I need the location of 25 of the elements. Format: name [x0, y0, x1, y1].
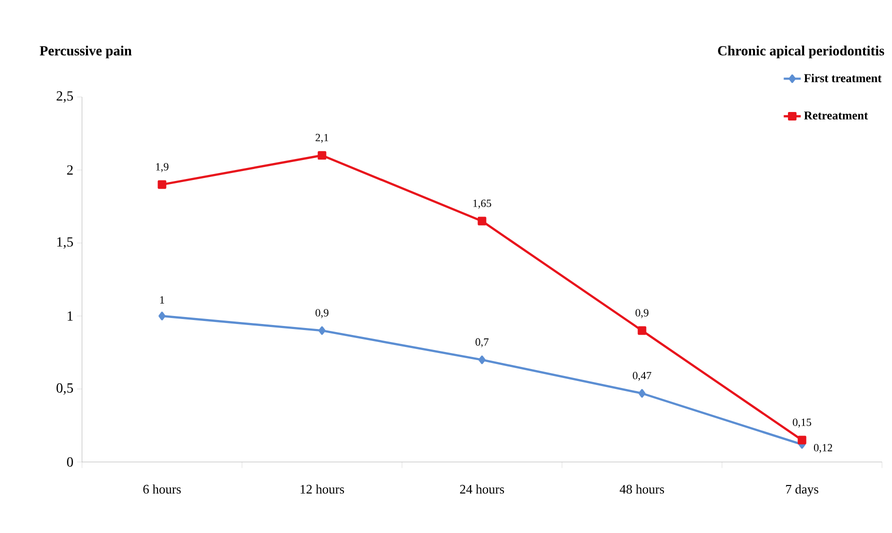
y-tick-label: 1,5 — [57, 237, 73, 249]
y-tick-label: 0 — [67, 457, 73, 467]
data-label: 0,15 — [792, 418, 812, 428]
data-label: 1,65 — [473, 200, 492, 209]
data-label: 0,9 — [316, 309, 328, 318]
data-label: 1 — [160, 296, 164, 304]
data-label: 0,7 — [476, 338, 489, 348]
data-label: 0,12 — [814, 444, 832, 453]
chart-subtitle: Chronic apical periodontitis — [718, 46, 884, 58]
legend-label: First treatment — [804, 74, 882, 82]
data-label: 1,9 — [156, 163, 168, 172]
y-tick-label: 2 — [67, 165, 73, 175]
data-label: 0,47 — [632, 372, 652, 381]
x-tick-label: 6 hours — [143, 484, 181, 494]
legend-label: Retreatment — [804, 112, 868, 120]
x-tick-label: 48 hours — [620, 484, 664, 494]
y-tick-label: 0,5 — [56, 383, 73, 395]
data-label: 2,1 — [316, 134, 328, 143]
y-tick-label: 2,5 — [56, 91, 73, 103]
x-tick-label: 7 days — [786, 484, 818, 496]
y-tick-label: 1 — [68, 311, 73, 321]
data-label: 0,9 — [636, 309, 648, 318]
x-tick-label: 24 hours — [460, 484, 504, 494]
x-tick-label: 12 hours — [300, 484, 344, 494]
chart-title: Percussive pain — [40, 46, 132, 58]
